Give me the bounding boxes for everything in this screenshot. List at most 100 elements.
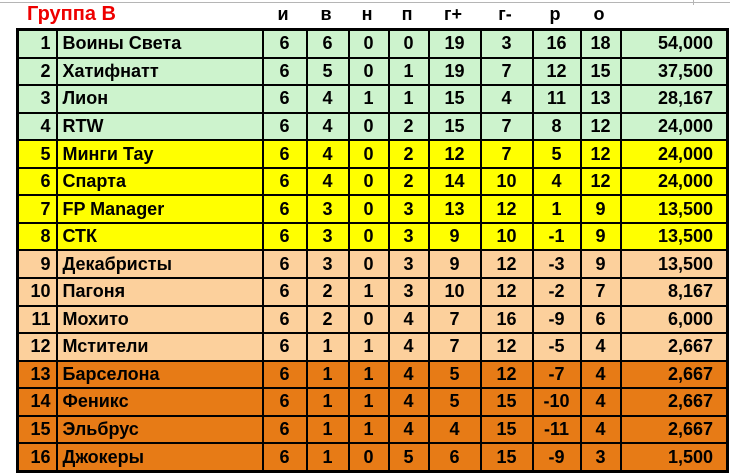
pos-cell: 5 bbox=[16, 139, 58, 169]
rating-cell: 13,500 bbox=[619, 221, 729, 252]
draws-cell: 0 bbox=[347, 304, 390, 335]
played-cell: 6 bbox=[261, 221, 308, 252]
goal-diff-cell: 8 bbox=[531, 111, 582, 142]
wins-cell: 3 bbox=[305, 249, 350, 279]
pos-cell: 13 bbox=[16, 359, 58, 390]
col-header-goals-against: г- bbox=[498, 3, 512, 24]
rating-cell: 13,500 bbox=[619, 194, 729, 224]
rating-cell: 1,500 bbox=[619, 442, 729, 473]
group-title: Группа В bbox=[27, 2, 116, 25]
goals-against-cell: 7 bbox=[479, 139, 534, 169]
losses-cell: 3 bbox=[387, 277, 430, 307]
points-cell: 12 bbox=[579, 166, 622, 197]
goals-against-cell: 16 bbox=[479, 304, 534, 335]
table-row: 7 FP Manager 6 3 0 3 13 12 1 9 13,500 bbox=[16, 194, 729, 224]
goal-diff-cell: -10 bbox=[531, 387, 582, 417]
goal-diff-cell: 11 bbox=[531, 84, 582, 114]
table-row: 14 Феникс 6 1 1 4 5 15 -10 4 2,667 bbox=[16, 387, 729, 417]
goals-against-cell: 15 bbox=[479, 442, 534, 473]
goals-against-cell: 12 bbox=[479, 332, 534, 362]
table-row: 15 Эльбрус 6 1 1 4 4 15 -11 4 2,667 bbox=[16, 414, 729, 445]
draws-cell: 0 bbox=[347, 111, 390, 142]
table-row: 5 Минги Тау 6 4 0 2 12 7 5 12 24,000 bbox=[16, 139, 729, 169]
rating-cell: 8,167 bbox=[619, 277, 729, 307]
col-header-losses: п bbox=[401, 3, 413, 24]
wins-cell: 1 bbox=[305, 332, 350, 362]
losses-cell: 4 bbox=[387, 387, 430, 417]
goals-against-cell: 12 bbox=[479, 194, 534, 224]
table-row: 9 Декабристы 6 3 0 3 9 12 -3 9 13,500 bbox=[16, 249, 729, 279]
losses-cell: 5 bbox=[387, 442, 430, 473]
draws-cell: 1 bbox=[347, 359, 390, 390]
draws-cell: 0 bbox=[347, 194, 390, 224]
goals-against-cell: 7 bbox=[479, 56, 534, 87]
pos-cell: 9 bbox=[16, 249, 58, 279]
losses-cell: 3 bbox=[387, 221, 430, 252]
rating-cell: 37,500 bbox=[619, 56, 729, 87]
rating-cell: 6,000 bbox=[619, 304, 729, 335]
losses-cell: 4 bbox=[387, 332, 430, 362]
goals-for-cell: 10 bbox=[427, 277, 482, 307]
losses-cell: 2 bbox=[387, 166, 430, 197]
goals-for-cell: 19 bbox=[427, 56, 482, 87]
rating-cell: 13,500 bbox=[619, 249, 729, 279]
wins-cell: 4 bbox=[305, 84, 350, 114]
rating-cell: 28,167 bbox=[619, 84, 729, 114]
pos-cell: 10 bbox=[16, 277, 58, 307]
team-cell: Спарта bbox=[55, 166, 264, 197]
goal-diff-cell: -9 bbox=[531, 304, 582, 335]
table-row: 3 Лион 6 4 1 1 15 4 11 13 28,167 bbox=[16, 84, 729, 114]
played-cell: 6 bbox=[261, 249, 308, 279]
draws-cell: 0 bbox=[347, 442, 390, 473]
played-cell: 6 bbox=[261, 194, 308, 224]
played-cell: 6 bbox=[261, 28, 308, 59]
pos-cell: 7 bbox=[16, 194, 58, 224]
pos-cell: 16 bbox=[16, 442, 58, 473]
goal-diff-cell: -1 bbox=[531, 221, 582, 252]
goal-diff-cell: -9 bbox=[531, 442, 582, 473]
goals-for-cell: 5 bbox=[427, 387, 482, 417]
draws-cell: 0 bbox=[347, 139, 390, 169]
rating-cell: 24,000 bbox=[619, 111, 729, 142]
wins-cell: 4 bbox=[305, 139, 350, 169]
table-row: 10 Пагоня 6 2 1 3 10 12 -2 7 8,167 bbox=[16, 277, 729, 307]
col-header-wins: в bbox=[320, 3, 332, 24]
played-cell: 6 bbox=[261, 84, 308, 114]
spreadsheet-gridline-vertical bbox=[693, 0, 694, 5]
team-cell: Минги Тау bbox=[55, 139, 264, 169]
rating-cell: 54,000 bbox=[619, 28, 729, 59]
losses-cell: 3 bbox=[387, 194, 430, 224]
wins-cell: 1 bbox=[305, 359, 350, 390]
table-row: 16 Джокеры 6 1 0 5 6 15 -9 3 1,500 bbox=[16, 442, 729, 473]
rating-cell: 2,667 bbox=[619, 332, 729, 362]
wins-cell: 4 bbox=[305, 166, 350, 197]
losses-cell: 4 bbox=[387, 414, 430, 445]
goals-against-cell: 7 bbox=[479, 111, 534, 142]
goals-for-cell: 7 bbox=[427, 332, 482, 362]
goals-for-cell: 14 bbox=[427, 166, 482, 197]
goals-for-cell: 6 bbox=[427, 442, 482, 473]
played-cell: 6 bbox=[261, 139, 308, 169]
team-cell: Барселона bbox=[55, 359, 264, 390]
losses-cell: 4 bbox=[387, 304, 430, 335]
points-cell: 9 bbox=[579, 194, 622, 224]
goal-diff-cell: 16 bbox=[531, 28, 582, 59]
pos-cell: 12 bbox=[16, 332, 58, 362]
table-row: 11 Мохито 6 2 0 4 7 16 -9 6 6,000 bbox=[16, 304, 729, 335]
table-row: 1 Воины Света 6 6 0 0 19 3 16 18 54,000 bbox=[16, 28, 729, 59]
goals-for-cell: 7 bbox=[427, 304, 482, 335]
points-cell: 4 bbox=[579, 414, 622, 445]
pos-cell: 15 bbox=[16, 414, 58, 445]
goal-diff-cell: -5 bbox=[531, 332, 582, 362]
spreadsheet-gridline-horizontal bbox=[0, 2, 730, 3]
team-cell: FP Manager bbox=[55, 194, 264, 224]
draws-cell: 1 bbox=[347, 332, 390, 362]
wins-cell: 5 bbox=[305, 56, 350, 87]
points-cell: 4 bbox=[579, 332, 622, 362]
draws-cell: 1 bbox=[347, 84, 390, 114]
team-cell: Воины Света bbox=[55, 28, 264, 59]
goals-against-cell: 15 bbox=[479, 387, 534, 417]
goals-for-cell: 9 bbox=[427, 221, 482, 252]
pos-cell: 8 bbox=[16, 221, 58, 252]
col-header-goal-diff: р bbox=[549, 3, 561, 24]
